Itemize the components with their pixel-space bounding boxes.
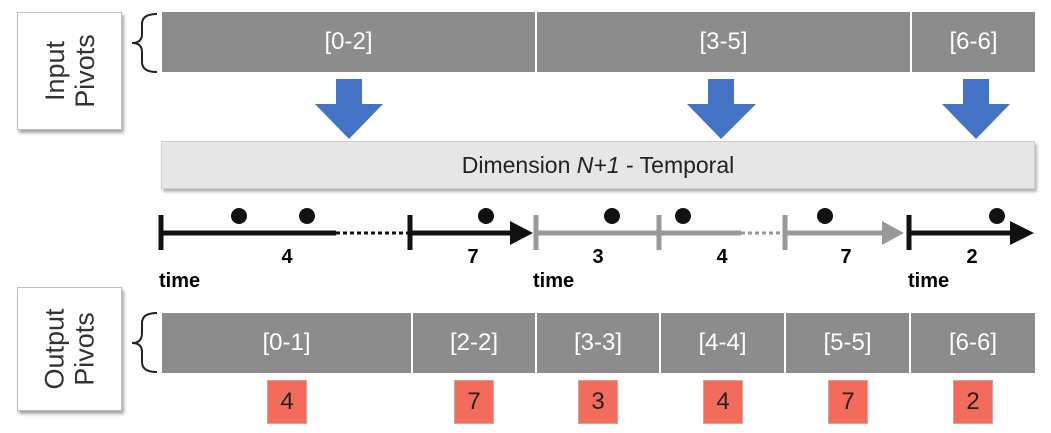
segment-value: 7 xyxy=(840,246,851,268)
output-pivot-cell: [2-2] xyxy=(413,313,537,373)
output-value-badge: 7 xyxy=(454,380,494,424)
down-arrow-icon xyxy=(942,79,1010,139)
time-label: time xyxy=(159,270,200,292)
segment-value: 7 xyxy=(467,246,478,268)
output-value-badge: 4 xyxy=(267,380,307,424)
input-pivot-cell: [6-6] xyxy=(949,28,998,55)
timeline-black-1 xyxy=(158,208,533,250)
timeline-black-2 xyxy=(906,208,1034,250)
timeline-gray xyxy=(533,208,904,250)
input-pivots-bar: [0-2] [3-5] [6-6] xyxy=(162,12,1035,72)
down-arrow-icon xyxy=(315,79,383,139)
segment-value: 4 xyxy=(281,246,293,268)
output-pivot-cell: [0-1] xyxy=(162,313,413,373)
dimension-prefix: Dimension xyxy=(461,151,577,178)
output-pivot-cell: [5-5] xyxy=(786,313,911,373)
segment-value: 3 xyxy=(592,246,603,268)
input-pivot-cell: [3-5] xyxy=(537,12,912,72)
dimension-suffix: - Temporal xyxy=(619,151,735,178)
output-pivot-cell: [4-4] xyxy=(661,313,786,373)
output-brace xyxy=(131,312,158,373)
output-pivots-label: Output Pivots xyxy=(17,287,122,411)
segment-value: 2 xyxy=(966,246,977,268)
output-value-badge: 2 xyxy=(953,380,993,424)
dimension-italic: N+1 xyxy=(576,151,620,178)
output-pivot-cell: [6-6] xyxy=(948,329,998,356)
time-label: time xyxy=(533,270,574,292)
input-pivots-label: Input Pivots xyxy=(17,12,122,130)
output-value-badge: 3 xyxy=(578,380,618,424)
input-pivot-cell: [0-2] xyxy=(162,12,537,72)
output-pivot-cell: [3-3] xyxy=(537,313,661,373)
input-brace xyxy=(131,13,158,73)
segment-value: 4 xyxy=(716,246,728,268)
down-arrow-icon xyxy=(687,79,756,139)
output-value-badge: 4 xyxy=(703,380,743,424)
dimension-box: Dimension N+1 - Temporal xyxy=(161,141,1035,189)
output-value-badge: 7 xyxy=(828,380,868,424)
output-pivots-bar: [0-1] [2-2] [3-3] [4-4] [5-5] [6-6] xyxy=(162,313,1035,373)
time-label: time xyxy=(908,270,949,292)
